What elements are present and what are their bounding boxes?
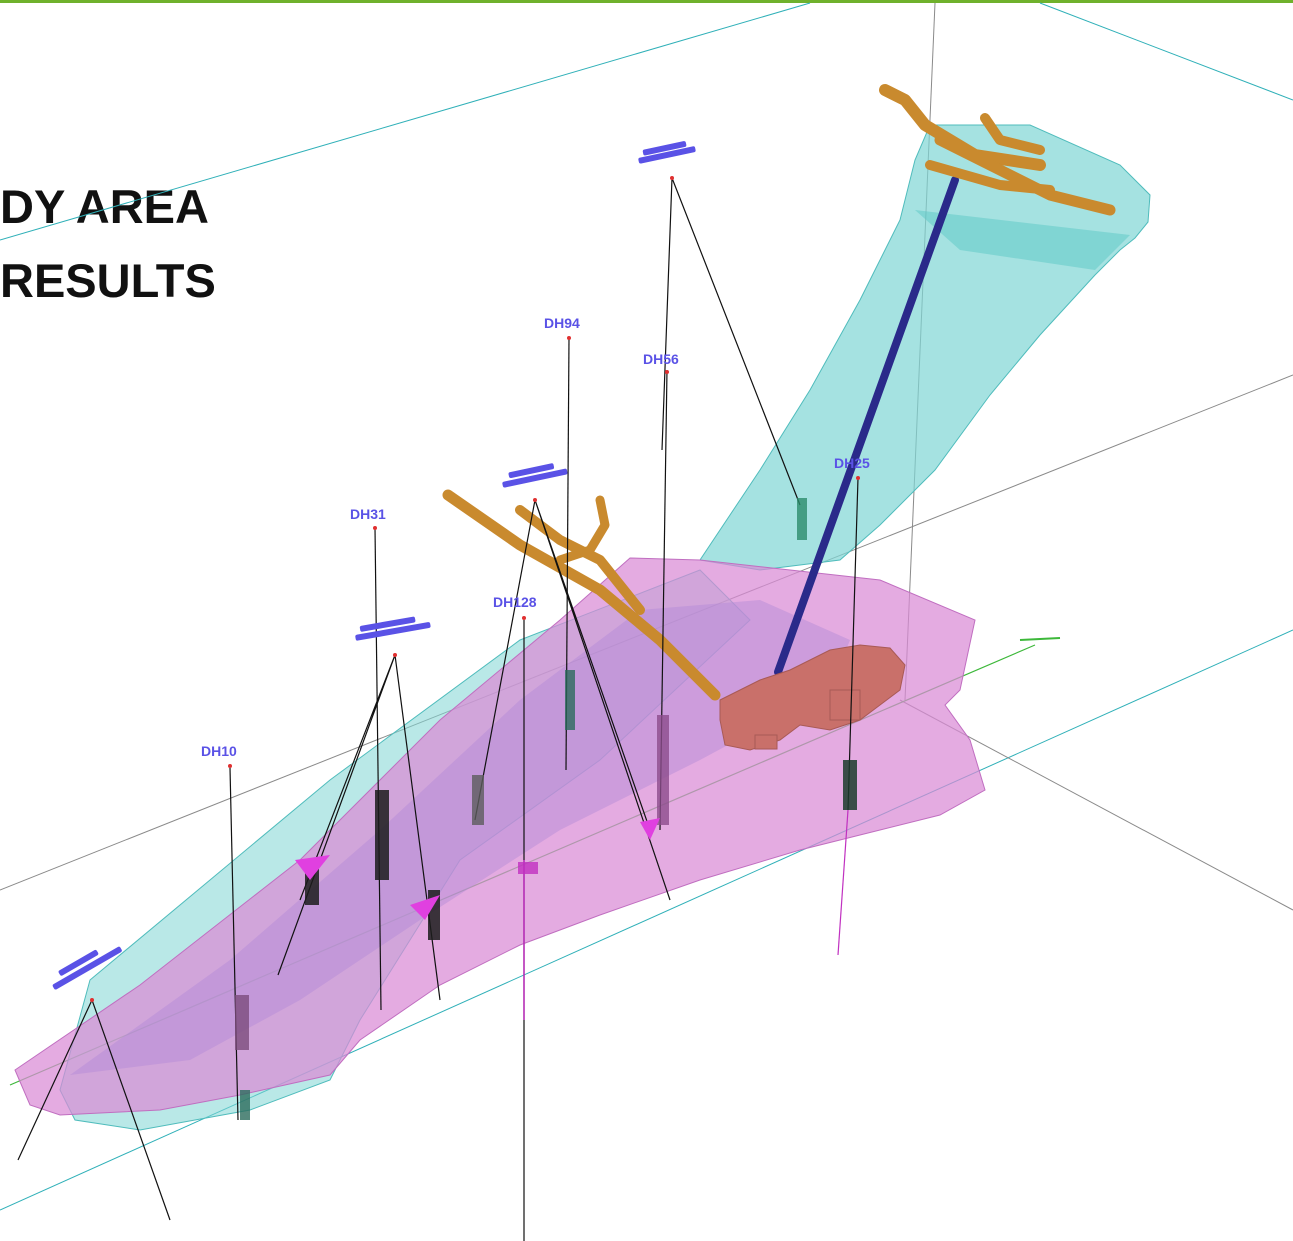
assay-intercepts: [235, 498, 857, 1120]
stopes: [719, 644, 906, 751]
collar-bottom-fan: [90, 998, 94, 1002]
collar-dh10: [228, 764, 232, 768]
cyan-upper-lobe-shade: [915, 210, 1130, 270]
collar-dh56: [665, 370, 669, 374]
intercept-1: [797, 498, 807, 540]
drillhole-traces: [17, 177, 859, 1241]
intercept-11: [518, 862, 538, 874]
lower-workings-branch-2: [555, 495, 610, 565]
title-line-2: RESULTS: [0, 254, 216, 307]
label-cluster-left-fan: [355, 616, 431, 641]
label-dh31: DH31: [350, 506, 386, 522]
intercept-3: [657, 715, 669, 825]
label-cluster-top-fan: [638, 141, 696, 164]
label-cluster-bottom-fan: [52, 946, 122, 990]
trace-fan-bottom: [17, 999, 171, 1221]
intercept-flag-2: [410, 895, 440, 920]
magenta-ore-body: [14, 557, 986, 1116]
label-dh94: DH94: [544, 315, 580, 331]
intercept-9: [240, 1090, 250, 1120]
collar-dh25: [856, 476, 860, 480]
trace-dh10: [229, 767, 239, 1121]
grid-line-cyan-right: [1039, 2, 1293, 101]
collar-mid-fan: [533, 498, 537, 502]
label-cluster-mid-fan: [502, 463, 568, 488]
underground-workings: [442, 84, 1116, 701]
stope-cluster: [719, 644, 906, 751]
upper-workings-cross-2: [925, 160, 1055, 195]
overlapping-label-clusters: [52, 141, 696, 990]
upper-workings-main: [879, 84, 1046, 171]
collar-dh31: [373, 526, 377, 530]
magenta-inner-shade: [70, 600, 850, 1075]
stope-block-2: [829, 689, 861, 721]
trace-dh25: [847, 477, 859, 811]
grid-line-cyan-upper: [0, 2, 811, 241]
title-line-1: DY AREA: [0, 180, 209, 233]
label-dh56: DH56: [643, 351, 679, 367]
shaft: [774, 176, 959, 676]
intercept-5: [375, 790, 389, 880]
trace-dh31: [374, 527, 382, 1011]
collar-dh128: [522, 616, 526, 620]
label-dh25: DH25: [834, 455, 870, 471]
trace-dh25-lower: [837, 809, 849, 956]
stope-block-1: [754, 734, 778, 750]
intercept-flag-3: [640, 818, 660, 840]
collar-left-fan: [393, 653, 397, 657]
intercept-flag-1: [295, 855, 330, 880]
collar-markers: [90, 176, 860, 1002]
upper-workings-cross-3: [980, 113, 1045, 155]
trace-fan-top: [661, 177, 801, 506]
grid-tick-green: [1019, 637, 1061, 641]
intercept-2: [565, 670, 575, 730]
label-dh128: DH128: [493, 594, 537, 610]
lower-workings-main: [442, 489, 721, 701]
label-dh10: DH10: [201, 743, 237, 759]
drillhole-labels: DH94 DH56 DH25 DH31 DH128 DH10: [201, 315, 870, 759]
intercept-4: [843, 760, 857, 810]
intercept-10: [472, 775, 484, 825]
collar-dh94: [567, 336, 571, 340]
top-accent-rule: [0, 0, 1293, 3]
cyan-upper-lobe: [699, 124, 1151, 571]
collar-top-fan: [670, 176, 674, 180]
intercept-8: [235, 995, 249, 1050]
